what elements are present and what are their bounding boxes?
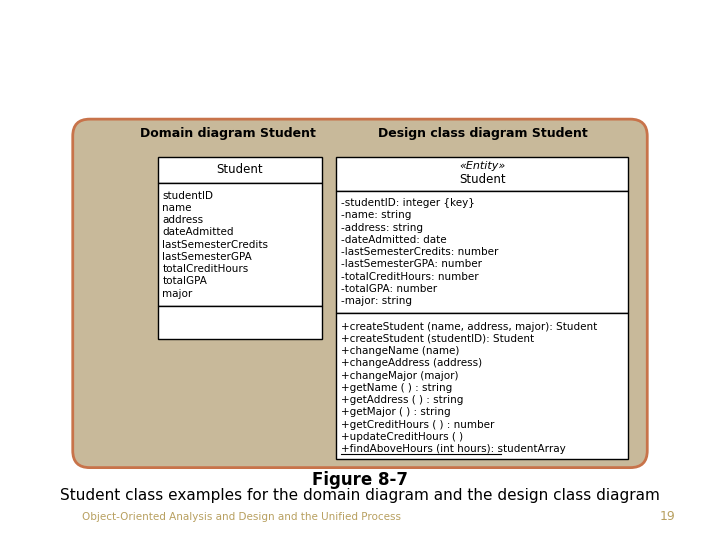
Bar (336, 191, 629, 313)
Text: Student class examples for the domain diagram and the design class diagram: Student class examples for the domain di… (60, 488, 660, 503)
Text: -name: string: -name: string (341, 211, 412, 220)
Text: 19: 19 (660, 510, 675, 523)
Text: Student: Student (217, 164, 264, 177)
Text: -address: string: -address: string (341, 222, 423, 233)
Bar (336, 313, 629, 459)
Text: +updateCreditHours ( ): +updateCreditHours ( ) (341, 432, 463, 442)
Text: +getName ( ) : string: +getName ( ) : string (341, 383, 452, 393)
Text: -studentID: integer {key}: -studentID: integer {key} (341, 198, 475, 208)
Bar (158, 157, 323, 183)
Text: «Entity»: «Entity» (459, 161, 505, 171)
Bar (158, 306, 323, 339)
Text: dateAdmitted: dateAdmitted (162, 227, 234, 238)
Text: +findAboveHours (int hours): studentArray: +findAboveHours (int hours): studentArra… (341, 444, 566, 454)
Text: lastSemesterGPA: lastSemesterGPA (162, 252, 252, 262)
Text: -totalCreditHours: number: -totalCreditHours: number (341, 272, 479, 282)
Text: +getCreditHours ( ) : number: +getCreditHours ( ) : number (341, 420, 495, 430)
Bar (158, 183, 323, 306)
Text: +changeName (name): +changeName (name) (341, 346, 459, 356)
Text: Design class diagram Student: Design class diagram Student (377, 127, 588, 140)
Text: Student: Student (459, 173, 505, 186)
Text: -lastSemesterGPA: number: -lastSemesterGPA: number (341, 259, 482, 269)
Text: +changeMajor (major): +changeMajor (major) (341, 370, 459, 381)
Text: -dateAdmitted: date: -dateAdmitted: date (341, 235, 447, 245)
Text: +createStudent (name, address, major): Student: +createStudent (name, address, major): S… (341, 322, 598, 332)
Bar (336, 157, 629, 191)
Text: +getAddress ( ) : string: +getAddress ( ) : string (341, 395, 464, 405)
Text: Domain diagram Student: Domain diagram Student (140, 127, 316, 140)
Text: name: name (162, 203, 192, 213)
Text: totalGPA: totalGPA (162, 276, 207, 286)
Text: address: address (162, 215, 203, 225)
Text: -lastSemesterCredits: number: -lastSemesterCredits: number (341, 247, 498, 257)
Text: Object-Oriented Analysis and Design and the Unified Process: Object-Oriented Analysis and Design and … (82, 511, 401, 522)
Text: -major: string: -major: string (341, 296, 412, 306)
Text: studentID: studentID (162, 191, 213, 201)
Text: +getMajor ( ) : string: +getMajor ( ) : string (341, 407, 451, 417)
Text: -totalGPA: number: -totalGPA: number (341, 284, 437, 294)
Text: +createStudent (studentID): Student: +createStudent (studentID): Student (341, 334, 534, 344)
FancyBboxPatch shape (73, 119, 647, 468)
Text: lastSemesterCredits: lastSemesterCredits (162, 240, 269, 249)
Text: major: major (162, 289, 192, 299)
Text: totalCreditHours: totalCreditHours (162, 264, 248, 274)
Text: +changeAddress (address): +changeAddress (address) (341, 359, 482, 368)
Text: Figure 8-7: Figure 8-7 (312, 471, 408, 489)
